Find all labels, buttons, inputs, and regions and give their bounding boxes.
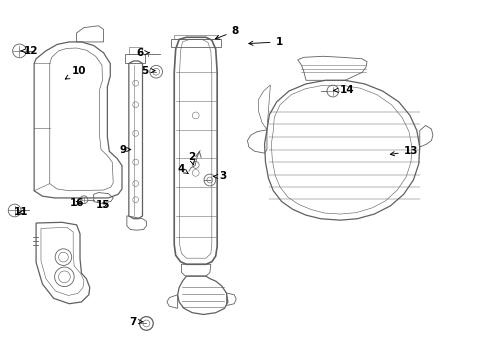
Text: 5: 5: [141, 66, 155, 76]
Text: 15: 15: [96, 200, 111, 210]
Text: 4: 4: [178, 164, 188, 174]
Text: 3: 3: [214, 171, 227, 181]
Text: 9: 9: [120, 144, 131, 154]
Text: 1: 1: [249, 37, 283, 47]
Text: 11: 11: [14, 207, 29, 217]
Text: 12: 12: [21, 46, 38, 56]
Text: 7: 7: [129, 317, 143, 327]
Text: 6: 6: [136, 48, 149, 58]
Text: 8: 8: [215, 26, 239, 39]
Text: 16: 16: [70, 198, 84, 208]
Text: 10: 10: [65, 66, 86, 79]
Text: 13: 13: [391, 146, 418, 156]
Text: 2: 2: [188, 152, 195, 165]
Text: 14: 14: [334, 85, 355, 95]
